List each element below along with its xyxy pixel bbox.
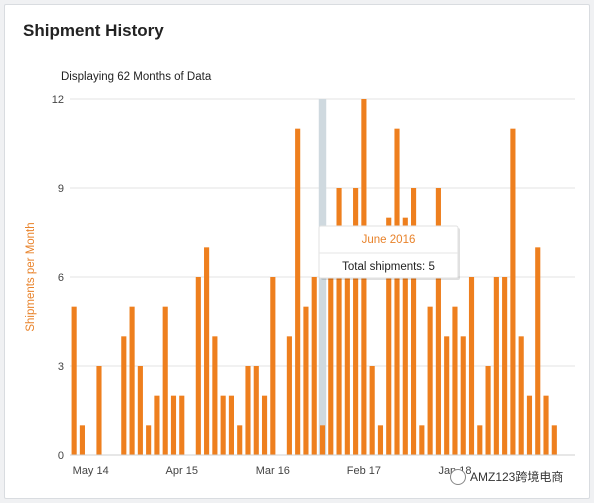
bar [204,247,210,455]
bar [452,306,458,455]
bar [526,395,533,455]
bar [311,277,317,455]
bar [369,366,375,455]
bar [477,425,483,455]
bar [179,395,185,455]
bar [402,217,408,455]
bar [212,336,218,455]
bar [410,188,417,455]
bar [353,188,359,455]
tooltip-value: Total shipments: 5 [342,261,435,273]
bar [394,128,400,455]
bar [129,306,135,455]
bar [245,366,251,455]
bar [468,277,475,455]
y-tick-label: 12 [52,94,64,106]
bar [518,336,524,455]
y-axis-label: Shipments per Month [25,222,37,331]
bar [510,128,516,455]
tooltip-box [318,225,459,279]
bar [79,425,85,455]
bar [543,395,549,455]
bar [286,336,292,455]
bar [162,306,168,455]
bar [419,425,425,455]
bar [121,336,127,455]
bar [261,395,268,455]
bar [170,395,177,455]
chart-subtitle: Displaying 62 Months of Data [61,71,212,83]
bar [295,128,301,455]
bar [336,188,342,455]
bar [220,395,226,455]
y-tick-label: 6 [58,272,64,284]
y-tick-label: 0 [58,450,64,462]
bar [303,306,309,455]
bar [444,336,450,455]
bar [427,306,433,455]
card-title: Shipment History [23,21,164,40]
tooltip-title: June 2016 [362,234,416,246]
watermark-icon [450,468,466,485]
bar [154,395,160,455]
bar [253,366,259,455]
bar [493,277,499,455]
x-tick-label: Feb 17 [347,465,381,477]
watermark-text: AMZ123跨境电商 [470,470,564,484]
tooltip: June 2016 Total shipments: 5 [318,225,460,280]
x-tick-label: Apr 15 [166,465,198,477]
bar [237,425,243,455]
bar [535,247,541,455]
bar [146,425,152,455]
bar [228,395,235,455]
x-tick-label: May 14 [73,465,109,477]
bar [485,366,491,455]
bar [344,247,350,455]
bar [377,425,384,455]
bar [319,425,326,455]
bar [502,277,508,455]
y-tick-label: 3 [58,361,64,373]
bar [386,217,392,455]
bar [137,366,143,455]
bar [71,306,77,455]
bar [96,366,102,455]
bar [270,277,276,455]
watermark: AMZ123跨境电商 [450,468,563,485]
bar [328,247,334,455]
bar [195,277,201,455]
x-tick-label: Mar 16 [256,465,290,477]
bar [435,188,441,455]
y-tick-label: 9 [58,183,64,195]
bar [551,425,557,455]
bar [460,336,466,455]
